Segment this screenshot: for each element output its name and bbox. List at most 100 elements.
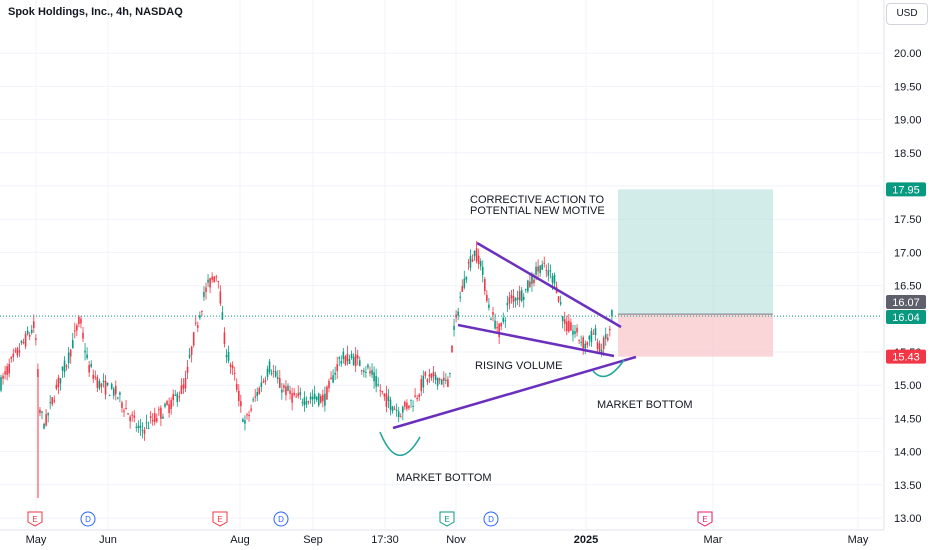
candle-body [186, 366, 189, 373]
grid-lines [0, 0, 882, 530]
candle-body [295, 396, 297, 398]
candle-body [326, 386, 328, 400]
candle-body [0, 377, 2, 391]
price-tick-label: 17.00 [894, 247, 922, 259]
candle-body [375, 376, 377, 387]
candle-body [330, 377, 332, 380]
candle-body [457, 311, 459, 316]
price-label-text: 15.43 [892, 352, 920, 364]
candle-body [18, 350, 21, 353]
time-tick-label: 2025 [574, 534, 598, 546]
candle-body [287, 385, 289, 392]
candle-body [166, 401, 168, 405]
candle-body [127, 413, 129, 415]
event-letter: E [217, 515, 222, 524]
candle-body [178, 396, 181, 398]
candle-body [86, 354, 88, 359]
candle-body [320, 396, 322, 403]
candle-body [453, 325, 455, 330]
candle-body [147, 427, 150, 429]
candle-body [592, 333, 595, 335]
candle-body [266, 368, 269, 377]
candle-body [467, 262, 470, 264]
candle-body [525, 288, 527, 290]
support-trendline [392, 355, 637, 430]
currency-button[interactable]: USD [886, 3, 928, 25]
price-tick-label: 20.00 [894, 48, 922, 60]
candle-body [112, 388, 115, 396]
candle-body [383, 393, 386, 397]
candle-body [395, 410, 398, 412]
candle-body [363, 370, 365, 373]
candle-body [387, 396, 390, 401]
event-letter: D [85, 515, 91, 524]
annotation-rising-volume: RISING VOLUME [475, 360, 562, 372]
time-tick-label: Sep [303, 534, 323, 546]
price-tick-label: 14.50 [894, 413, 922, 425]
candle-body [69, 349, 72, 357]
candle-body [297, 393, 300, 397]
price-label-text: 16.04 [892, 312, 920, 324]
earnings-flag [697, 511, 713, 527]
candle-body [252, 399, 254, 401]
candle-body [207, 279, 209, 283]
candle-body [389, 399, 392, 410]
candle-body [153, 413, 156, 422]
candle-body [391, 406, 394, 412]
candle-body [172, 394, 174, 401]
time-tick-label: Mar [704, 534, 723, 546]
candle-body [96, 377, 99, 388]
candle-body [229, 364, 232, 367]
candle-body [604, 334, 607, 339]
candle-body [45, 414, 47, 426]
candle-body [291, 393, 293, 403]
candle-body [317, 393, 320, 406]
time-tick-label: May [26, 534, 47, 546]
candle-body [162, 416, 164, 419]
price-label-text: 16.07 [892, 297, 920, 309]
time-tick-label: 17:30 [371, 534, 399, 546]
candle-body [279, 377, 281, 388]
candle-body [602, 337, 605, 349]
candle-body [244, 420, 246, 424]
candle-body [358, 360, 361, 367]
candle-body [475, 248, 478, 262]
candle-body [215, 276, 218, 278]
candle-body [24, 333, 27, 347]
candle-body [328, 380, 330, 389]
earnings-marker: E [697, 511, 713, 527]
candle-body [12, 353, 15, 358]
candle-body [137, 425, 140, 428]
candle-body [529, 281, 531, 287]
candle-body [90, 364, 92, 367]
earnings-marker: E [27, 511, 43, 527]
candle-body [121, 402, 123, 409]
candle-body [190, 346, 193, 355]
upper-wedge-trendline [476, 241, 622, 329]
candle-body [422, 375, 425, 388]
candle-body [352, 356, 355, 365]
candle-body [139, 425, 142, 428]
candle-body [451, 345, 453, 353]
candle-body [199, 315, 201, 318]
candle-body [80, 318, 82, 324]
candle-body [588, 335, 591, 340]
candle-body [92, 374, 95, 379]
candle-body [547, 270, 550, 276]
candle-body [449, 372, 451, 374]
candle-body [53, 400, 56, 402]
dividend-marker: D [273, 511, 289, 527]
price-tick-label: 18.50 [894, 148, 922, 160]
candle-body [410, 399, 412, 401]
candle-body [594, 328, 597, 336]
candle-body [125, 407, 127, 410]
annotation-corrective-2: POTENTIAL NEW MOTIVE [470, 205, 605, 217]
earnings-flag [439, 511, 455, 527]
candle-body [180, 385, 183, 394]
candle-body [371, 370, 373, 375]
candle-body [516, 297, 519, 300]
candles [0, 241, 613, 499]
candle-body [158, 409, 160, 411]
event-letter: E [32, 515, 37, 524]
